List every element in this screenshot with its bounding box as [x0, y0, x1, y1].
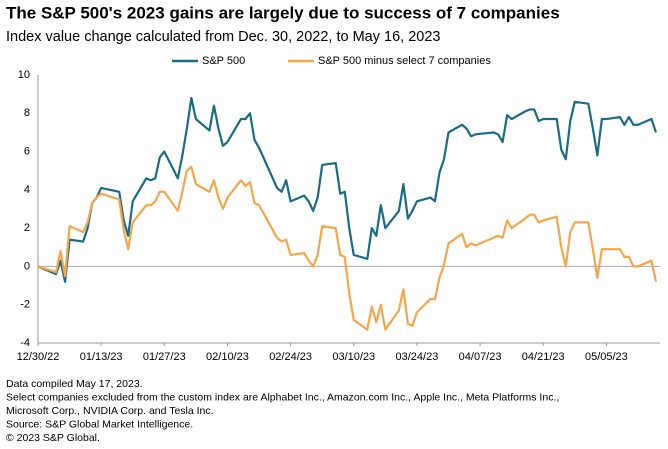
- x-tick-label: 02/24/23: [269, 351, 312, 363]
- footnote: Microsoft Corp., NVIDIA Corp. and Tesla …: [6, 405, 214, 417]
- legend-label: S&P 500: [202, 55, 245, 67]
- y-tick-label: 0: [24, 260, 30, 272]
- legend-label: S&P 500 minus select 7 companies: [318, 55, 491, 67]
- y-tick-label: 6: [24, 145, 30, 157]
- y-tick-label: -4: [20, 337, 30, 349]
- footnote: © 2023 S&P Global.: [6, 432, 100, 444]
- footnote: Select companies excluded from the custo…: [6, 391, 559, 403]
- x-tick-label: 03/24/23: [396, 351, 439, 363]
- y-tick-label: 2: [24, 222, 30, 234]
- x-tick-label: 04/21/23: [522, 351, 565, 363]
- y-tick-label: 10: [18, 69, 30, 81]
- x-tick-label: 05/05/23: [585, 351, 628, 363]
- footnote: Source: S&P Global Market Intelligence.: [6, 418, 193, 430]
- x-tick-label: 01/13/23: [80, 351, 123, 363]
- y-tick-label: -2: [20, 299, 30, 311]
- footnote: Data compiled May 17, 2023.: [6, 378, 143, 390]
- chart-title: The S&P 500's 2023 gains are largely due…: [6, 3, 560, 22]
- x-tick-label: 03/10/23: [332, 351, 375, 363]
- x-tick-label: 02/10/23: [206, 351, 249, 363]
- series-line: [37, 165, 658, 331]
- x-tick-label: 12/30/22: [17, 351, 60, 363]
- chart-subtitle: Index value change calculated from Dec. …: [6, 29, 440, 45]
- y-tick-label: 4: [24, 184, 30, 196]
- series-line: [37, 96, 658, 283]
- x-tick-label: 04/07/23: [459, 351, 502, 363]
- x-tick-label: 01/27/23: [143, 351, 186, 363]
- y-tick-label: 8: [24, 107, 30, 119]
